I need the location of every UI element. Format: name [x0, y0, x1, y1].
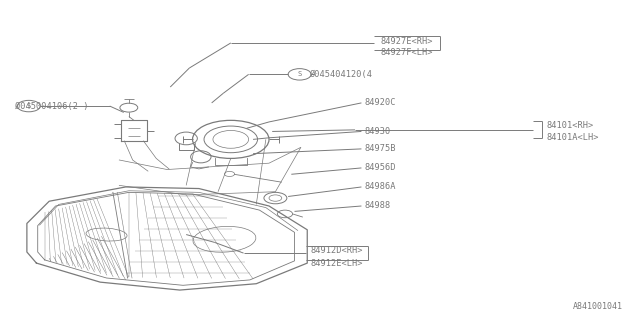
Text: 84927F<LH>: 84927F<LH> — [381, 48, 433, 57]
Text: A841001041: A841001041 — [573, 302, 623, 311]
Text: 84912D<RH>: 84912D<RH> — [310, 246, 363, 255]
Text: 84975B: 84975B — [365, 144, 396, 153]
Text: 84927E<RH>: 84927E<RH> — [381, 36, 433, 45]
Text: Ø045004106(2 ): Ø045004106(2 ) — [15, 101, 89, 111]
Text: 84988: 84988 — [365, 202, 391, 211]
Text: 84930: 84930 — [365, 127, 391, 136]
Text: 84920C: 84920C — [365, 99, 396, 108]
Text: S: S — [298, 71, 301, 77]
Text: 84101A<LH>: 84101A<LH> — [546, 133, 598, 142]
Text: 84101<RH>: 84101<RH> — [546, 121, 593, 130]
Text: 84986A: 84986A — [365, 182, 396, 191]
Text: Ø045404120(4: Ø045404120(4 — [310, 70, 374, 79]
Text: S: S — [27, 103, 31, 109]
Text: 84912E<LH>: 84912E<LH> — [310, 259, 363, 268]
Text: 84956D: 84956D — [365, 164, 396, 172]
